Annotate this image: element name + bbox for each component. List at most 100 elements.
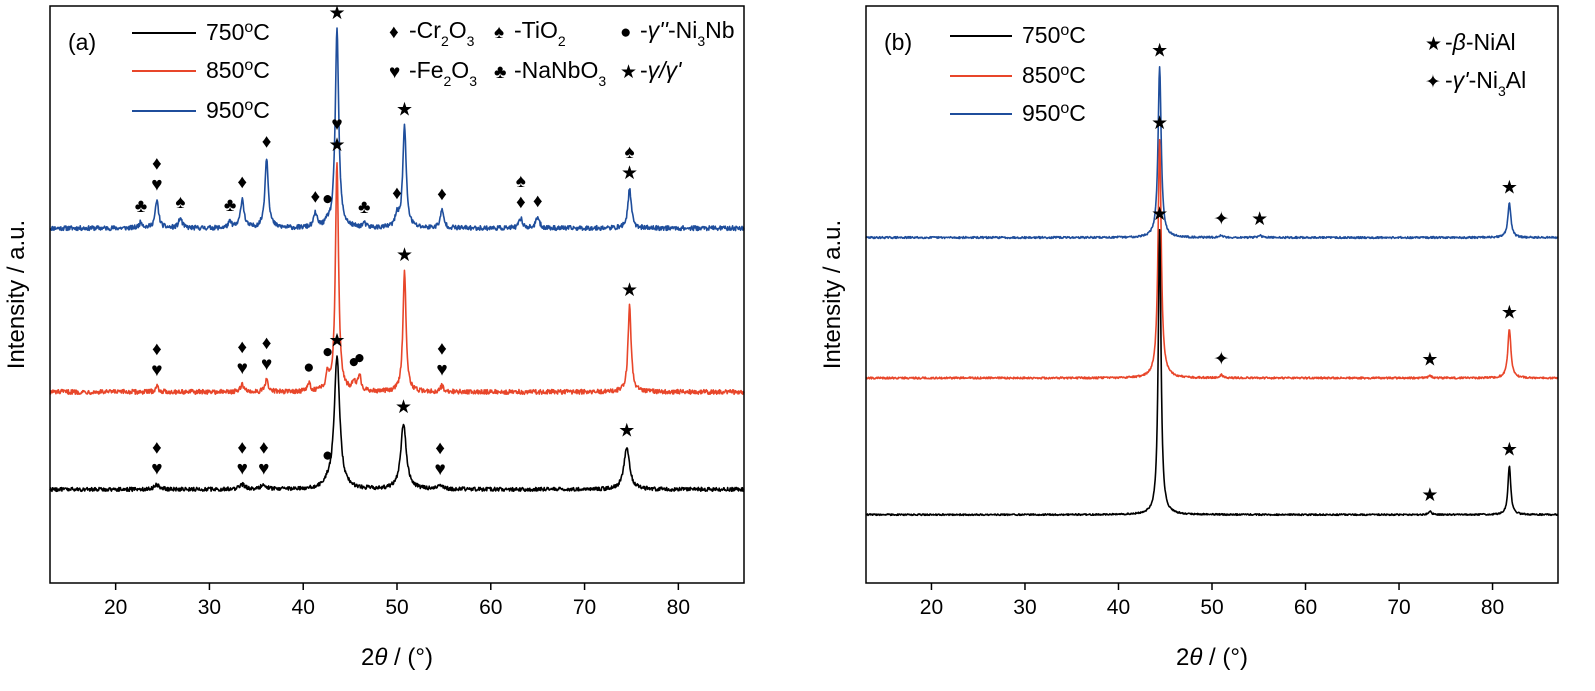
peak-marker: ♦ bbox=[516, 192, 526, 213]
x-tick-label: 80 bbox=[667, 596, 690, 619]
x-axis-title: 2θ / (°) bbox=[361, 644, 433, 671]
phase-key-symbol: ★ bbox=[620, 62, 637, 83]
peak-marker: ♥ bbox=[258, 458, 269, 479]
peak-marker: ♥ bbox=[434, 459, 445, 480]
peak-marker: ✦ bbox=[1213, 349, 1229, 370]
x-tick-label: 70 bbox=[1387, 596, 1410, 619]
phase-key-symbol: ♥ bbox=[389, 62, 400, 83]
panel-b-xrd-chart: ★ ✦ ★ ★ ★ ✦ ★ ★ ★ ★ ★ 20 30 40 50 60 70 80 2θ / (°) Intensi… bbox=[819, 5, 1559, 671]
peak-marker: ★ bbox=[621, 163, 638, 184]
peak-marker: ♦ bbox=[152, 438, 162, 459]
peak-marker: ♦ bbox=[237, 172, 247, 193]
x-axis-title: 2θ / (°) bbox=[1176, 644, 1248, 671]
panel-a-xrd-chart: ♣♥♦♠♣♦♦♦●★♥♣♦★♦♦♠♦★♠♥♦♥♦♥♦●●★♥●●★♥♦★♥♦♥♦… bbox=[3, 0, 745, 671]
series-line-950c bbox=[49, 27, 745, 232]
x-tick-label: 20 bbox=[920, 596, 943, 619]
peak-marker: ★ bbox=[1501, 439, 1518, 460]
phase-key-label: -β-NiAl bbox=[1445, 29, 1516, 55]
legend-entry-850: 850oC bbox=[1022, 62, 1086, 89]
phase-key-label: -TiO2 bbox=[514, 17, 566, 49]
peak-marker: ♥ bbox=[151, 175, 162, 196]
x-tick-label: 50 bbox=[385, 596, 408, 619]
peak-marker: ✦ bbox=[1213, 209, 1229, 230]
peak-marker: ★ bbox=[395, 397, 412, 418]
y-axis-title: Intensity / a.u. bbox=[819, 220, 846, 369]
peak-marker: ● bbox=[303, 357, 314, 378]
peak-marker: ★ bbox=[618, 421, 635, 442]
peak-marker: ♦ bbox=[152, 339, 162, 360]
y-axis-title: Intensity / a.u. bbox=[3, 220, 30, 369]
peak-marker: ★ bbox=[1501, 303, 1518, 324]
peak-marker: ★ bbox=[1251, 209, 1268, 230]
series-line-850c bbox=[49, 161, 745, 396]
peak-marker: ★ bbox=[1151, 41, 1168, 62]
peak-marker: ♥ bbox=[436, 360, 447, 381]
legend-entry-950: 950oC bbox=[1022, 100, 1086, 127]
peak-marker: ♣ bbox=[358, 197, 370, 218]
peak-marker: ♦ bbox=[437, 339, 447, 360]
phase-key-label: -NaNbO3 bbox=[514, 57, 606, 89]
peak-marker: ♠ bbox=[175, 192, 185, 213]
x-tick-label: 60 bbox=[1294, 596, 1317, 619]
phase-key-symbol: ● bbox=[620, 22, 631, 43]
x-tick-label: 30 bbox=[1013, 596, 1036, 619]
peak-marker: ♦ bbox=[262, 333, 272, 354]
peak-marker: ♥ bbox=[151, 459, 162, 480]
phase-key-symbol: ★ bbox=[1425, 34, 1442, 55]
x-tick-label: 20 bbox=[104, 596, 127, 619]
panel-label: (a) bbox=[68, 29, 96, 55]
peak-marker: ♦ bbox=[311, 186, 321, 207]
x-tick-label: 40 bbox=[1107, 596, 1130, 619]
peak-marker: ♦ bbox=[237, 337, 247, 358]
peak-marker: ★ bbox=[396, 245, 413, 266]
peak-marker: ♥ bbox=[151, 360, 162, 381]
x-tick-label: 30 bbox=[198, 596, 221, 619]
x-tick-label: 80 bbox=[1481, 596, 1504, 619]
peak-marker: ♦ bbox=[435, 438, 445, 459]
x-tick-label: 60 bbox=[479, 596, 502, 619]
peak-marker: ♦ bbox=[533, 191, 543, 212]
legend-entry-750: 750oC bbox=[206, 19, 270, 46]
peak-marker: ♦ bbox=[262, 132, 272, 153]
peak-marker: ♣ bbox=[224, 195, 236, 216]
phase-key-symbol: ♣ bbox=[494, 62, 506, 83]
phase-key-label: -Fe2O3 bbox=[409, 57, 477, 89]
peak-marker: ♦ bbox=[237, 437, 247, 458]
peak-marker: ★ bbox=[1501, 177, 1518, 198]
peak-marker: ♦ bbox=[437, 184, 447, 205]
peak-marker: ♠ bbox=[516, 171, 526, 192]
peak-marker: ♦ bbox=[392, 183, 402, 204]
peak-marker: ● bbox=[322, 341, 333, 362]
series-line-750c bbox=[865, 228, 1559, 517]
peak-marker: ★ bbox=[1421, 485, 1438, 506]
plot-frame bbox=[49, 5, 745, 584]
peak-marker: ♥ bbox=[237, 358, 248, 379]
peak-marker: ★ bbox=[1421, 350, 1438, 371]
peak-marker: ● bbox=[354, 348, 365, 369]
legend-entry-850: 850oC bbox=[206, 57, 270, 84]
series-line-950c bbox=[865, 66, 1559, 240]
phase-key-symbol: ♦ bbox=[389, 22, 399, 43]
peak-marker: ♦ bbox=[259, 437, 269, 458]
peak-marker: ● bbox=[322, 189, 333, 210]
peak-marker: ★ bbox=[1151, 204, 1168, 225]
phase-key-symbol: ♠ bbox=[494, 22, 504, 43]
peak-marker: ♦ bbox=[152, 154, 162, 175]
peak-marker: ★ bbox=[621, 280, 638, 301]
peak-marker: ★ bbox=[328, 135, 345, 156]
phase-key-label: -γ''-Ni3Nb bbox=[640, 17, 735, 49]
peak-marker: ♥ bbox=[331, 114, 342, 135]
x-tick-label: 50 bbox=[1200, 596, 1223, 619]
peak-marker: ★ bbox=[328, 330, 345, 351]
phase-key-label: -γ/γ' bbox=[640, 57, 683, 83]
peak-marker: ● bbox=[348, 352, 359, 373]
peak-marker: ♠ bbox=[625, 142, 635, 163]
legend-entry-950: 950oC bbox=[206, 97, 270, 124]
peak-marker: ♥ bbox=[331, 0, 342, 3]
series-line-850c bbox=[865, 138, 1559, 380]
peak-marker: ★ bbox=[1151, 113, 1168, 134]
peak-marker: ♥ bbox=[237, 458, 248, 479]
peak-marker: ★ bbox=[396, 100, 413, 121]
x-tick-label: 40 bbox=[292, 596, 315, 619]
